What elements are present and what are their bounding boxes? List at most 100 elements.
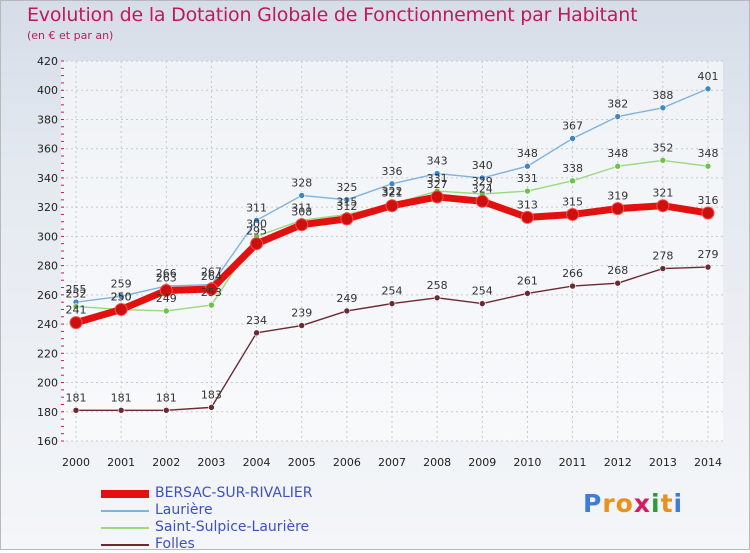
data-label: 331 xyxy=(517,172,538,185)
data-label: 331 xyxy=(427,172,448,185)
data-label: 234 xyxy=(246,314,267,327)
data-point xyxy=(701,206,715,220)
data-label: 183 xyxy=(201,388,222,401)
proxiti-logo: Proxiti xyxy=(583,489,683,518)
data-label: 348 xyxy=(517,147,538,160)
data-label: 249 xyxy=(336,292,357,305)
data-label: 315 xyxy=(336,195,357,208)
chart-title: Evolution de la Dotation Globale de Fonc… xyxy=(27,4,638,26)
data-label: 261 xyxy=(517,274,538,287)
data-point xyxy=(569,282,576,290)
data-point xyxy=(159,283,173,297)
legend-swatch xyxy=(101,526,149,529)
y-tick-label: 320 xyxy=(37,201,58,214)
data-label: 315 xyxy=(562,195,583,208)
y-tick-label: 360 xyxy=(37,143,58,156)
data-point xyxy=(659,157,667,164)
data-label: 239 xyxy=(291,307,312,320)
data-label: 259 xyxy=(111,277,132,290)
data-label: 325 xyxy=(336,181,357,194)
data-point xyxy=(614,162,622,170)
data-point xyxy=(704,162,712,170)
data-label: 348 xyxy=(607,147,628,160)
y-tick-label: 420 xyxy=(37,55,58,68)
logo-letter: x xyxy=(633,489,651,518)
chart-subtitle: (en € et par an) xyxy=(27,29,114,42)
x-tick-label: 2005 xyxy=(288,456,316,469)
data-point xyxy=(250,237,264,251)
data-label: 249 xyxy=(156,292,177,305)
data-point xyxy=(72,407,80,414)
data-point xyxy=(114,302,128,316)
data-label: 266 xyxy=(156,267,177,280)
data-label: 181 xyxy=(156,391,177,404)
data-label: 254 xyxy=(472,285,493,298)
data-label: 252 xyxy=(66,288,87,301)
x-tick-label: 2013 xyxy=(649,456,677,469)
data-label: 267 xyxy=(201,266,222,279)
data-point xyxy=(611,202,625,216)
data-label: 268 xyxy=(607,264,628,277)
data-label: 352 xyxy=(652,141,673,154)
data-point xyxy=(430,190,444,204)
data-point xyxy=(253,217,260,224)
data-point xyxy=(524,187,531,195)
data-point xyxy=(524,162,531,170)
legend-swatch xyxy=(101,509,149,512)
data-label: 329 xyxy=(472,175,493,188)
y-tick-label: 160 xyxy=(37,435,58,448)
data-label: 264 xyxy=(201,270,222,283)
data-point xyxy=(117,407,125,414)
data-point xyxy=(704,263,712,271)
data-label: 250 xyxy=(111,290,132,303)
data-point xyxy=(569,177,576,185)
data-point xyxy=(208,301,215,309)
data-label: 266 xyxy=(562,267,583,280)
data-point xyxy=(298,192,306,199)
data-point xyxy=(566,207,580,221)
legend-label: Saint-Sulpice-Laurière xyxy=(155,519,310,535)
data-point xyxy=(343,196,351,204)
data-label: 279 xyxy=(698,248,719,261)
data-label: 311 xyxy=(291,201,312,214)
data-point xyxy=(659,265,667,272)
data-label: 348 xyxy=(698,147,719,160)
data-label: 321 xyxy=(652,187,673,200)
data-label: 258 xyxy=(427,279,448,292)
data-point xyxy=(162,307,170,315)
data-label: 327 xyxy=(427,178,448,191)
data-point xyxy=(704,85,712,93)
logo-letter: o xyxy=(615,489,634,518)
data-label: 324 xyxy=(472,182,493,195)
data-label: 181 xyxy=(111,391,132,404)
x-tick-label: 2011 xyxy=(559,456,587,469)
x-tick-label: 2012 xyxy=(604,456,632,469)
data-label: 328 xyxy=(291,176,312,189)
y-tick-label: 240 xyxy=(37,318,58,331)
data-label: 253 xyxy=(201,286,222,299)
data-point xyxy=(478,174,486,182)
data-point xyxy=(614,113,622,120)
data-point xyxy=(524,290,531,297)
legend-label: Folles xyxy=(155,536,195,552)
data-point xyxy=(656,199,670,213)
data-label: 388 xyxy=(652,89,673,102)
data-point xyxy=(475,194,489,208)
legend-swatch xyxy=(101,543,149,546)
data-label: 401 xyxy=(698,70,719,83)
data-label: 338 xyxy=(562,162,583,175)
data-point xyxy=(204,282,218,296)
data-point xyxy=(659,104,667,112)
data-point xyxy=(385,199,399,213)
data-point xyxy=(520,210,534,224)
data-label: 300 xyxy=(246,217,267,230)
legend-label: Laurière xyxy=(155,502,213,518)
logo-letter: P xyxy=(583,489,603,518)
y-tick-label: 380 xyxy=(37,113,58,126)
y-tick-label: 400 xyxy=(37,84,58,97)
x-tick-label: 2001 xyxy=(107,456,135,469)
data-point xyxy=(253,329,260,337)
data-point xyxy=(69,316,83,330)
data-label: 382 xyxy=(607,98,628,111)
